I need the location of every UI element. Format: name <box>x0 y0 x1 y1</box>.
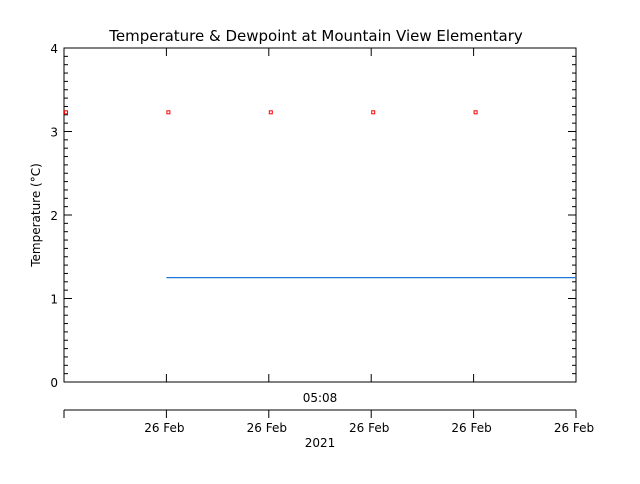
data-point <box>371 110 376 115</box>
x-tick-label: 26 Feb <box>247 421 287 435</box>
x-year-label: 2021 <box>305 436 336 450</box>
plot-border <box>63 47 577 383</box>
data-point <box>64 110 68 115</box>
y-tick-label: 2 <box>50 209 58 223</box>
series-layer <box>64 110 576 279</box>
x-axis-ticks: 26 Feb 26 Feb 26 Feb 26 Feb 26 Feb <box>63 48 594 435</box>
data-point <box>268 110 273 115</box>
y-axis-label: Temperature (°C) <box>29 163 43 268</box>
x-tick-label: 26 Feb <box>144 421 184 435</box>
x-time-label: 05:08 <box>303 391 338 405</box>
data-point <box>473 110 478 115</box>
x-tick-label: 26 Feb <box>451 421 491 435</box>
x-tick-label: 26 Feb <box>349 421 389 435</box>
plot-frame <box>63 47 577 411</box>
y-tick-label: 3 <box>50 126 58 140</box>
y-tick-label: 1 <box>50 293 58 307</box>
data-point <box>166 110 171 115</box>
y-axis-ticks: 0 1 2 3 4 <box>50 42 576 390</box>
y-tick-label: 0 <box>50 376 58 390</box>
x-tick-label: 26 Feb <box>554 421 594 435</box>
y-tick-label: 4 <box>50 42 58 56</box>
chart-title: Temperature & Dewpoint at Mountain View … <box>108 27 523 45</box>
